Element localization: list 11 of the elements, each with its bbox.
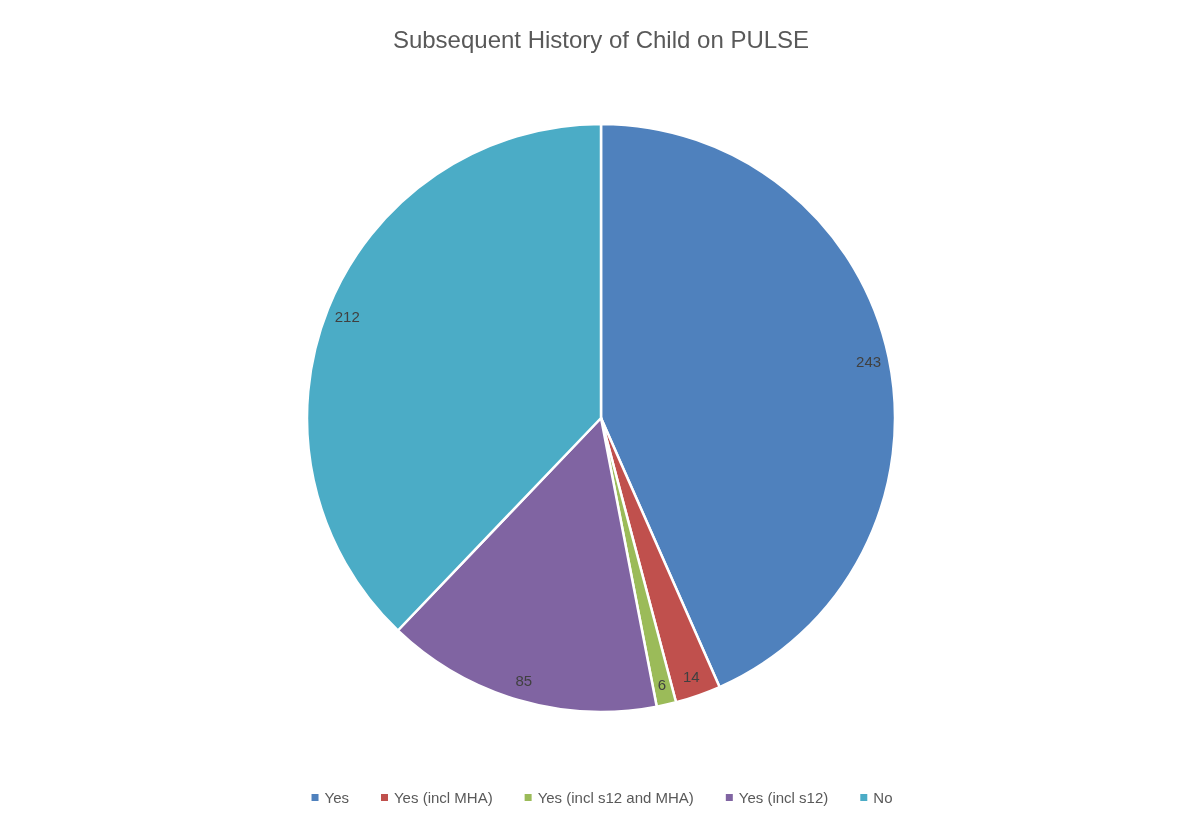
legend-label: Yes (incl s12) (738, 789, 829, 806)
legend-label: Yes (incl MHA) (394, 789, 493, 806)
legend-label: Yes (incl s12 and MHA) (537, 789, 694, 806)
chart-title: Subsequent History of Child on PULSE (392, 25, 810, 53)
legend-label: Yes (324, 789, 350, 806)
data-label: 14 (682, 667, 700, 685)
data-label: 212 (334, 307, 360, 325)
legend-label: No (873, 789, 893, 806)
data-label: 6 (657, 676, 667, 694)
data-label: 243 (856, 353, 882, 371)
data-label: 85 (515, 671, 533, 689)
